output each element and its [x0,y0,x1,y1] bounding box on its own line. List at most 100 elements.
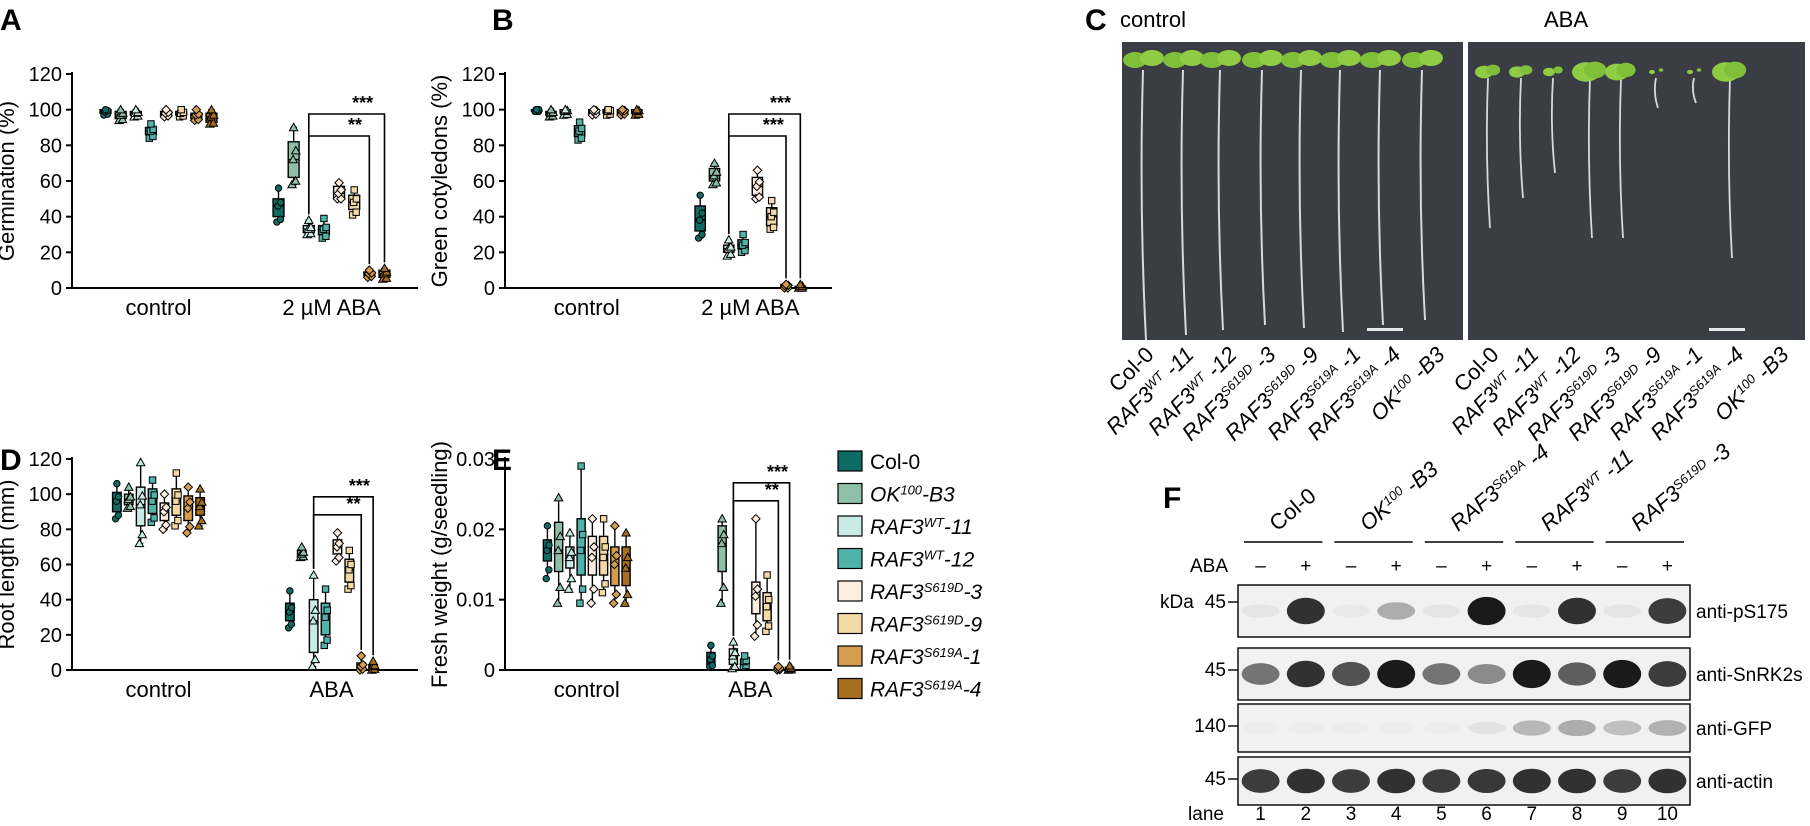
data-point [117,114,128,124]
y-tick-label-d: 0 [51,660,62,682]
blot-mw-1: 45 [1205,660,1226,681]
box-b-control-7 [630,104,644,119]
data-point [379,263,390,273]
legend-label-7-suffix: -4 [963,679,982,702]
data-point [194,501,205,511]
sig-bracket-d [312,496,374,656]
blot-antibody-0: anti-pS175 [1696,602,1788,623]
box-a-treatment-7 [377,263,392,283]
blot-genotype-4: RAF3S619D -3 [1626,438,1736,536]
box-a-treatment-3 [317,214,331,242]
blot-band-1-8 [1603,659,1642,689]
data-point [305,228,316,238]
blot-aba-sign-7: + [1571,556,1582,577]
blot-lane-2: 3 [1346,804,1357,821]
blot-aba-sign-6: – [1527,556,1538,577]
data-point [750,513,761,524]
blot-mw-0: 45 [1205,592,1226,613]
data-point [621,527,632,537]
legend-label-6-base: RAF3 [870,646,924,669]
data-point [322,232,330,240]
data-point [320,214,328,223]
data-point [588,104,599,115]
root [1419,69,1426,321]
data-point [575,118,584,126]
blot-band-1-0 [1241,663,1280,685]
data-point [709,157,720,167]
data-point [749,631,760,642]
data-point [123,481,134,491]
blot-lane-7: 8 [1572,804,1583,821]
blot-aba-sign-4: – [1436,556,1447,577]
root [1485,77,1491,229]
y-tick-label-e: 0.02 [456,519,495,541]
data-point [622,589,633,599]
blot-aba-sign-8: – [1617,556,1628,577]
panel-label-d: D [0,444,22,477]
data-point [161,502,172,513]
box-body [308,598,319,654]
data-point [577,462,585,470]
box-a-control-6 [189,104,204,126]
blot-band-0-9 [1648,598,1687,624]
blot-aba-sign-1: + [1300,556,1311,577]
box-b-control-2 [558,104,573,119]
data-point [290,145,301,155]
photo-control-title: control [1120,7,1186,32]
data-point [323,606,331,614]
data-point [196,496,207,506]
group-label-a: 2 µM ABA [282,295,381,320]
root [1337,69,1344,333]
blot-band-3-3 [1377,768,1416,794]
legend-swatch-5 [837,612,863,635]
data-point [130,104,141,114]
box-d-treatment-6 [355,651,368,675]
box-b-treatment-0 [694,191,707,242]
data-point [543,522,552,530]
data-point [532,105,541,114]
legend-label-0: Col-0 [870,451,920,474]
blot-band-2-2 [1332,722,1370,734]
blot-band-0-0 [1241,604,1280,618]
blot-band-3-5 [1467,768,1506,794]
blot-band-1-6 [1512,659,1551,689]
cotyledon [1649,69,1655,75]
root [1180,69,1187,336]
data-point [286,587,294,595]
data-point [288,154,299,164]
blot-band-3-6 [1512,768,1551,794]
box-d-treatment-2 [307,569,321,671]
data-point [555,531,566,541]
blot-lane-label: lane [1188,804,1224,821]
data-point [715,597,726,607]
legend-label-2: RAF3WT-11 [870,515,973,540]
data-point [564,527,575,537]
seedling-control-7 [1402,50,1443,321]
box-b-control-1 [544,104,559,121]
box-e-control-7 [619,527,633,607]
data-point [795,279,806,289]
data-point [763,571,771,579]
y-tick-label-e: 0.01 [456,590,495,612]
legend-label-5: RAF3S619D-9 [870,612,982,637]
box-d-treatment-1 [295,541,309,562]
sig-bracket-e [732,481,791,660]
sig-label-d: *** [349,476,370,496]
box-d-control-6 [182,482,195,538]
box-e-treatment-4 [749,513,763,642]
data-point [707,641,715,650]
box-a-treatment-2 [302,215,317,239]
data-point [369,660,380,670]
y-tick-label-b: 0 [484,278,495,300]
data-point [322,223,330,232]
cotyledon [1696,68,1702,72]
data-point [566,573,577,583]
box-e-control-0 [542,522,553,583]
data-point [174,491,182,499]
chart-b-green-cotyledons: 0 20 40 60 80 100 120 Green cotyledons (%) contr… [427,64,832,320]
legend-label-4: RAF3S619D-3 [870,580,982,605]
blot-band-3-9 [1648,768,1687,794]
data-point [717,513,728,523]
legend-label-1-suffix: -B3 [922,484,955,507]
blot-band-2-5 [1467,721,1506,735]
